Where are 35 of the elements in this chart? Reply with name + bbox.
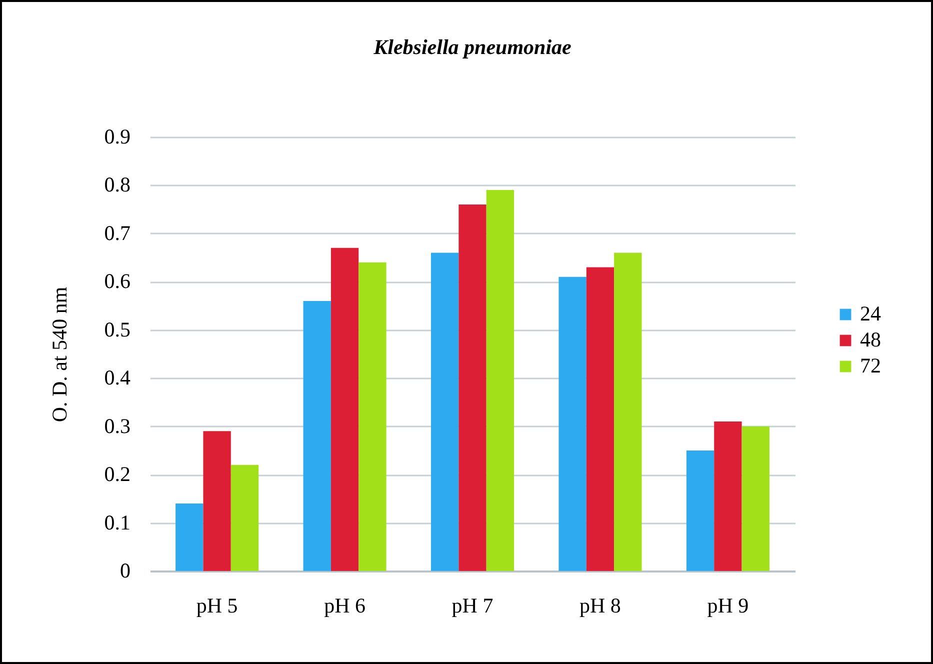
x-tick-label: pH 7: [452, 594, 494, 618]
x-tick-label: pH 8: [580, 594, 621, 618]
y-tick-label: 0.8: [104, 172, 130, 197]
bar: [358, 262, 386, 571]
y-axis-title: O. D. at 540 nm: [47, 286, 72, 422]
y-tick-label: 0.3: [104, 414, 130, 438]
bar: [558, 276, 586, 571]
bar: [458, 204, 486, 571]
bar: [230, 464, 259, 571]
bar: [586, 267, 614, 571]
chart-title: Klebsiella pneumoniae: [372, 35, 572, 59]
y-tick-label: 0.4: [104, 366, 131, 390]
bar: [742, 426, 770, 571]
bar: [486, 190, 514, 571]
y-tick-label: 0.2: [104, 462, 130, 486]
y-tick-label: 0: [120, 558, 130, 582]
bar: [714, 422, 742, 571]
bar: [614, 252, 642, 571]
bar: [203, 431, 231, 571]
y-tick-label: 0.6: [104, 269, 130, 294]
x-tick-label: pH 9: [707, 594, 749, 618]
x-tick-label: pH 5: [196, 594, 238, 618]
bar: [330, 248, 359, 571]
y-tick-label: 0.9: [104, 124, 130, 148]
legend-label: 48: [860, 328, 881, 352]
legend-label: 72: [860, 354, 881, 378]
bar: [686, 450, 714, 571]
bar: [176, 503, 204, 571]
y-tick-label: 0.5: [104, 317, 130, 342]
y-tick-label: 0.7: [104, 220, 130, 245]
bar: [303, 300, 331, 571]
legend-label: 24: [860, 302, 882, 326]
bar: [430, 252, 459, 571]
x-tick-label: pH 6: [324, 594, 366, 618]
y-tick-label: 0.1: [104, 510, 130, 534]
